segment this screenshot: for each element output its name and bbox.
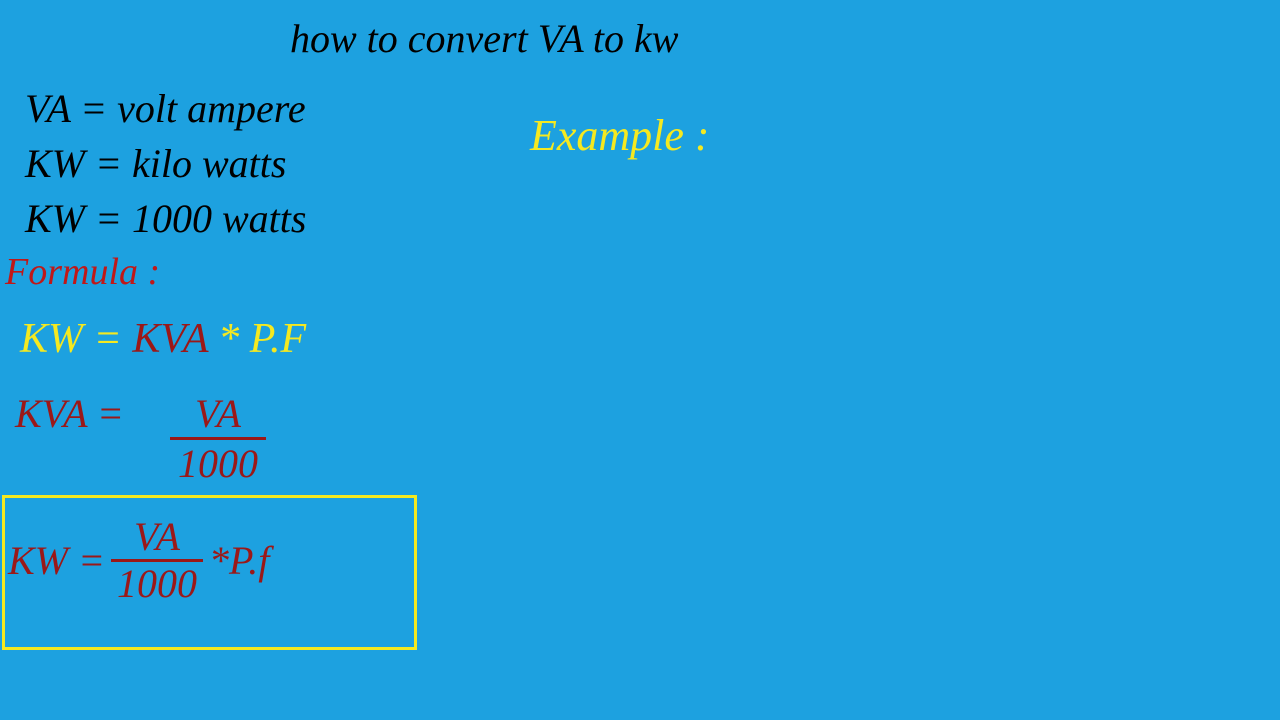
formula-kw-kva-pf: KW = KVA * P.F (20, 315, 306, 363)
kva-numerator: VA (170, 390, 266, 440)
kw-final-suffix: *P.f (209, 537, 269, 584)
formula-label: Formula : (5, 250, 160, 294)
kva-fraction: VA 1000 (170, 390, 266, 487)
definition-kw: KW = kilo watts (25, 140, 286, 187)
formula-pf: P.F (250, 316, 306, 362)
page-title: how to convert VA to kw (290, 15, 678, 62)
example-label: Example : (530, 110, 710, 161)
formula-star: * (208, 316, 250, 362)
kw-final-numerator: VA (111, 515, 203, 562)
formula-kw-final: KW = VA 1000 *P.f (8, 515, 269, 606)
formula-kw: KW (20, 316, 83, 362)
kw-final-lhs: KW = (8, 537, 105, 584)
kw-final-fraction: VA 1000 (111, 515, 203, 606)
kva-equation-lhs: KVA = (15, 390, 124, 437)
kw-final-denominator: 1000 (111, 562, 203, 606)
definition-kw-1000: KW = 1000 watts (25, 195, 306, 242)
definition-va: VA = volt ampere (25, 85, 306, 132)
kva-denominator: 1000 (170, 440, 266, 487)
formula-kva: KVA (132, 316, 207, 362)
formula-eq: = (83, 316, 132, 362)
